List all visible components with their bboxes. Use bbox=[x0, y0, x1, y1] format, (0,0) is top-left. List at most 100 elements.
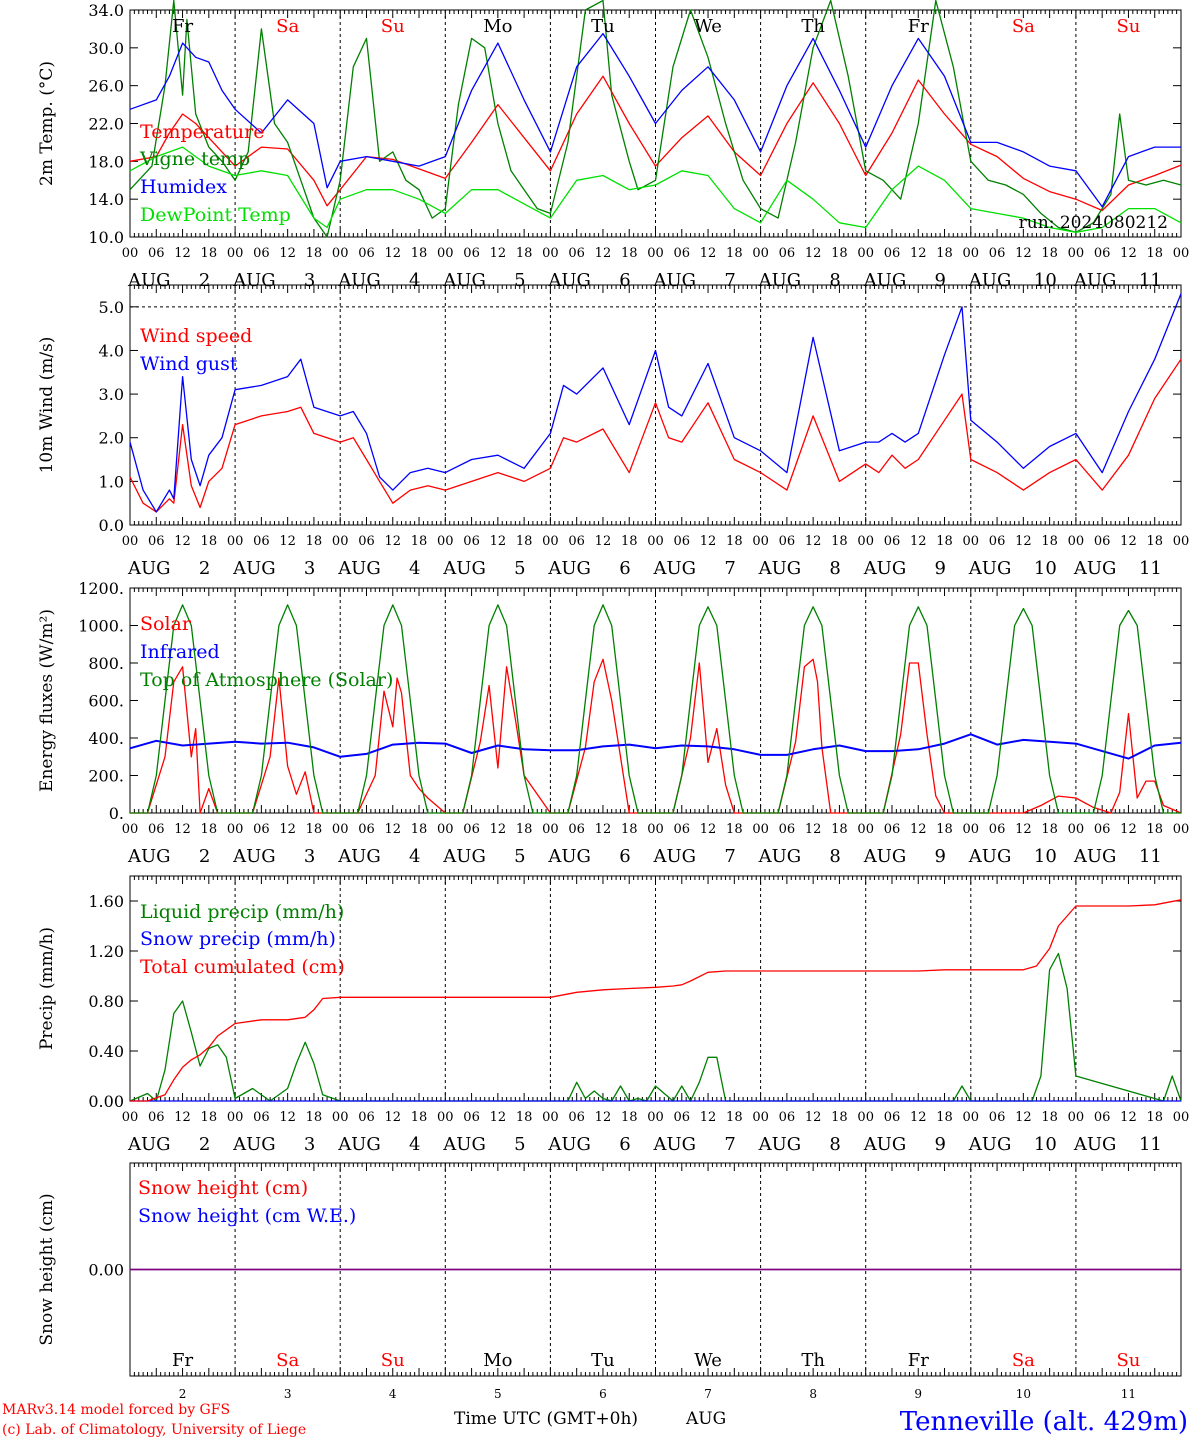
date-month-label: AUG bbox=[547, 846, 591, 867]
date-month-label: AUG bbox=[547, 558, 591, 579]
hour-tick-label: 00 bbox=[752, 1110, 769, 1125]
hour-tick-label: 06 bbox=[1094, 822, 1111, 837]
hour-tick-label: 12 bbox=[700, 246, 717, 261]
hour-tick-label: 12 bbox=[595, 246, 612, 261]
hour-tick-label: 12 bbox=[384, 822, 401, 837]
hour-tick-label: 00 bbox=[437, 1110, 454, 1125]
series-line-total-cumulated-cm bbox=[130, 899, 1182, 1102]
bottom-date-label: 6 bbox=[599, 1387, 607, 1401]
hour-tick-label: 12 bbox=[805, 822, 822, 837]
hour-tick-label: 06 bbox=[989, 246, 1006, 261]
hour-tick-label: 06 bbox=[779, 246, 796, 261]
y-tick-label: 10.0 bbox=[88, 228, 124, 247]
date-month-label: AUG bbox=[127, 558, 171, 579]
hour-tick-label: 00 bbox=[1173, 1110, 1190, 1125]
hour-tick-label: 00 bbox=[752, 246, 769, 261]
series-line-wind-gust bbox=[129, 293, 1182, 513]
date-day-label: 8 bbox=[829, 270, 840, 291]
hour-tick-label: 12 bbox=[910, 534, 927, 549]
legend-entry: Wind gust bbox=[140, 353, 238, 375]
y-axis-label: 10m Wind (m/s) bbox=[37, 337, 57, 474]
hour-tick-label: 18 bbox=[831, 246, 848, 261]
hour-tick-label: 18 bbox=[1041, 534, 1058, 549]
hour-tick-label: 00 bbox=[332, 822, 349, 837]
hour-tick-label: 06 bbox=[989, 1110, 1006, 1125]
hour-tick-label: 12 bbox=[1120, 534, 1137, 549]
date-month-label: AUG bbox=[337, 270, 381, 291]
date-month-label: AUG bbox=[127, 1134, 171, 1155]
hour-tick-label: 18 bbox=[201, 534, 218, 549]
footer-model: MARv3.14 model forced by GFS bbox=[2, 1402, 230, 1418]
panel-4: 0.00 0.40 0.80 1.20 1.60 Precip (mm/h) Liquid … bbox=[37, 875, 1190, 1155]
hour-tick-label: 18 bbox=[516, 1110, 533, 1125]
date-day-label: 2 bbox=[199, 1134, 210, 1155]
hour-tick-label: 12 bbox=[490, 534, 507, 549]
y-tick-label: 600. bbox=[88, 692, 124, 711]
hour-tick-label: 00 bbox=[857, 822, 874, 837]
hour-tick-label: 12 bbox=[174, 1110, 191, 1125]
hour-tick-label: 12 bbox=[279, 822, 296, 837]
hour-tick-label: 00 bbox=[437, 534, 454, 549]
hour-tick-label: 06 bbox=[568, 534, 585, 549]
y-tick-label: 800. bbox=[88, 654, 124, 673]
date-day-label: 5 bbox=[514, 1134, 525, 1155]
date-month-label: AUG bbox=[652, 846, 696, 867]
panel-5: 0.00 Snow height (cm) Snow height (cm) Snow… bbox=[37, 1162, 1182, 1401]
hour-tick-label: 00 bbox=[1173, 246, 1190, 261]
hour-tick-label: 00 bbox=[227, 246, 244, 261]
date-day-label: 11 bbox=[1139, 846, 1162, 867]
y-tick-label: 34.0 bbox=[88, 1, 124, 20]
weekday-label: Sa bbox=[276, 16, 299, 37]
hour-tick-label: 18 bbox=[411, 822, 428, 837]
date-day-label: 11 bbox=[1139, 1134, 1162, 1155]
y-tick-label: 0.80 bbox=[88, 992, 124, 1011]
date-month-label: AUG bbox=[1073, 558, 1117, 579]
y-tick-label: 0.0 bbox=[99, 516, 124, 535]
hour-tick-label: 12 bbox=[384, 534, 401, 549]
weekday-label: Tu bbox=[591, 16, 615, 37]
legend-entry: Snow height (cm W.E.) bbox=[138, 1205, 356, 1227]
y-tick-label: 2.0 bbox=[99, 429, 124, 448]
date-month-label: AUG bbox=[1073, 1134, 1117, 1155]
hour-tick-label: 00 bbox=[1173, 534, 1190, 549]
weekday-label: Su bbox=[381, 16, 405, 37]
hour-tick-label: 12 bbox=[490, 1110, 507, 1125]
hour-tick-label: 06 bbox=[674, 534, 691, 549]
date-day-label: 7 bbox=[724, 558, 735, 579]
date-month-label: AUG bbox=[968, 1134, 1012, 1155]
hour-tick-label: 00 bbox=[1068, 534, 1085, 549]
station-label: Tenneville (alt. 429m) bbox=[900, 1407, 1188, 1437]
hour-tick-label: 06 bbox=[253, 534, 270, 549]
hour-tick-label: 00 bbox=[227, 534, 244, 549]
weekday-label: Sa bbox=[1012, 1350, 1035, 1371]
date-day-label: 7 bbox=[724, 846, 735, 867]
hour-tick-label: 00 bbox=[227, 1110, 244, 1125]
date-day-label: 8 bbox=[829, 846, 840, 867]
date-month-label: AUG bbox=[127, 846, 171, 867]
hour-tick-label: 12 bbox=[174, 534, 191, 549]
hour-tick-label: 00 bbox=[122, 534, 139, 549]
date-day-label: 6 bbox=[619, 270, 630, 291]
date-day-label: 6 bbox=[619, 1134, 630, 1155]
bottom-date-label: 8 bbox=[809, 1387, 817, 1401]
hour-tick-label: 18 bbox=[621, 822, 638, 837]
date-month-label: AUG bbox=[337, 558, 381, 579]
date-day-label: 2 bbox=[199, 558, 210, 579]
date-month-label: AUG bbox=[232, 558, 276, 579]
bottom-date-label: 11 bbox=[1121, 1387, 1136, 1401]
hour-tick-label: 00 bbox=[752, 822, 769, 837]
date-month-label: AUG bbox=[758, 846, 802, 867]
date-month-label: AUG bbox=[652, 1134, 696, 1155]
hour-tick-label: 12 bbox=[700, 534, 717, 549]
date-day-label: 5 bbox=[514, 846, 525, 867]
hour-tick-label: 18 bbox=[1041, 822, 1058, 837]
y-tick-label: 200. bbox=[88, 767, 124, 786]
hour-tick-label: 00 bbox=[857, 246, 874, 261]
legend-entry: Humidex bbox=[140, 176, 227, 198]
legend-entry: Liquid precip (mm/h) bbox=[140, 901, 344, 923]
y-axis-label: Snow height (cm) bbox=[37, 1193, 57, 1345]
date-month-label: AUG bbox=[968, 846, 1012, 867]
date-month-label: AUG bbox=[547, 1134, 591, 1155]
